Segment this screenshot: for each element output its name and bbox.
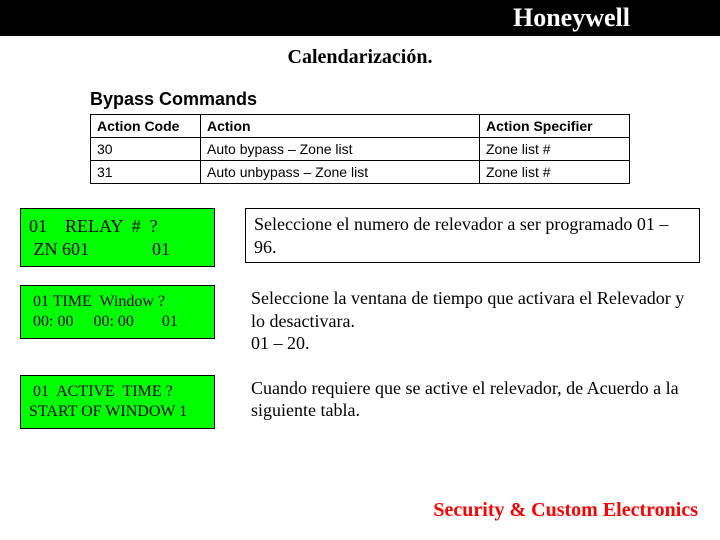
col-action-code: Action Code — [91, 115, 201, 138]
cell-action-code: 31 — [91, 161, 201, 184]
lcd-line1: 01 ACTIVE TIME ? — [29, 383, 173, 400]
header-bar: Honeywell — [0, 0, 720, 36]
table-row: 30 Auto bypass – Zone list Zone list # — [91, 138, 630, 161]
desc-relay: Seleccione el numero de relevador a ser … — [245, 208, 700, 263]
lcd-line2: ZN 601 01 — [29, 239, 170, 259]
lcd-line2: 00: 00 00: 00 01 — [29, 313, 178, 330]
desc-active-time: Cuando requiere que se active el relevad… — [245, 375, 700, 424]
table-header-row: Action Code Action Action Specifier — [91, 115, 630, 138]
lcd-line1: 01 TIME Window ? — [29, 293, 165, 310]
cell-action: Auto unbypass – Zone list — [201, 161, 480, 184]
lcd-line1: 01 RELAY # ? — [29, 216, 158, 236]
lcd-panel-relay: 01 RELAY # ? ZN 601 01 — [20, 208, 215, 267]
panel-row: 01 ACTIVE TIME ? START OF WINDOW 1 Cuand… — [20, 375, 700, 429]
bypass-commands-block: Bypass Commands Action Code Action Actio… — [90, 89, 630, 184]
panel-area: 01 RELAY # ? ZN 601 01 Seleccione el num… — [0, 208, 720, 429]
cell-action-code: 30 — [91, 138, 201, 161]
col-action-specifier: Action Specifier — [480, 115, 630, 138]
cell-action: Auto bypass – Zone list — [201, 138, 480, 161]
table-row: 31 Auto unbypass – Zone list Zone list # — [91, 161, 630, 184]
panel-row: 01 TIME Window ? 00: 00 00: 00 01 Selecc… — [20, 285, 700, 357]
panel-row: 01 RELAY # ? ZN 601 01 Seleccione el num… — [20, 208, 700, 267]
col-action: Action — [201, 115, 480, 138]
footer-label: Security & Custom Electronics — [433, 499, 698, 522]
lcd-line2: START OF WINDOW 1 — [29, 403, 187, 420]
cell-action-specifier: Zone list # — [480, 138, 630, 161]
lcd-panel-active-time: 01 ACTIVE TIME ? START OF WINDOW 1 — [20, 375, 215, 429]
brand-label: Honeywell — [513, 3, 630, 33]
cell-action-specifier: Zone list # — [480, 161, 630, 184]
bypass-table: Action Code Action Action Specifier 30 A… — [90, 114, 630, 184]
bypass-title: Bypass Commands — [90, 89, 630, 110]
lcd-panel-time-window: 01 TIME Window ? 00: 00 00: 00 01 — [20, 285, 215, 339]
page-subtitle: Calendarización. — [0, 46, 720, 69]
desc-time-window: Seleccione la ventana de tiempo que acti… — [245, 285, 700, 357]
